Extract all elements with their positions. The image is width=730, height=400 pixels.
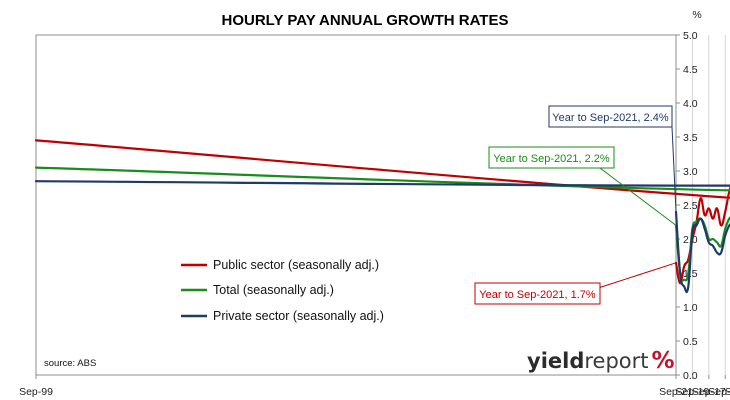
callout-private-label: Year to Sep-2021, 2.4%	[552, 112, 669, 124]
callout-public-leader	[591, 262, 677, 291]
y-tick-label: 1.0	[683, 302, 698, 314]
grid	[691, 35, 726, 375]
callout-total-leader	[599, 167, 677, 226]
y-tick-label: 4.5	[683, 64, 698, 76]
legend-label-public: Public sector (seasonally adj.)	[213, 258, 379, 272]
y-tick-label: 0.0	[683, 370, 698, 382]
yieldreport-logo: yieldreport%	[527, 348, 675, 374]
callout-total-label: Year to Sep-2021, 2.2%	[493, 153, 610, 165]
legend-label-total: Total (seasonally adj.)	[213, 283, 334, 297]
legend-label-private: Private sector (seasonally adj.)	[213, 309, 384, 323]
x-tick-label: Sep-19	[675, 386, 709, 398]
y-tick-label: 4.0	[683, 98, 698, 110]
callouts: Year to Sep-2021, 2.4% Year to Sep-2021, …	[474, 105, 677, 305]
logo-part-percent: %	[652, 348, 675, 374]
callout-private-leader	[671, 126, 677, 212]
x-tick-label: Sep-15	[708, 386, 730, 398]
series-lines	[34, 139, 730, 294]
chart-title: HOURLY PAY ANNUAL GROWTH RATES	[222, 12, 509, 29]
y-tick-label: 0.5	[683, 336, 698, 348]
callout-public-label: Year to Sep-2021, 1.7%	[479, 289, 596, 301]
source-note: source: ABS	[44, 358, 96, 369]
series-line-total	[34, 166, 730, 282]
y-tick-label: 2.5	[683, 200, 698, 212]
y-tick-label: 3.5	[683, 132, 698, 144]
x-tick-label: Sep-21	[659, 386, 693, 398]
callout-public-box	[474, 282, 601, 305]
logo-part-report: report	[584, 349, 648, 373]
y-axis-unit: %	[692, 9, 701, 21]
series-line-private	[34, 180, 730, 294]
x-tick-label: Sep-13	[725, 386, 730, 398]
y-tick-label: 3.0	[683, 166, 698, 178]
callout-private-box	[548, 105, 673, 128]
logo-part-yield: yield	[527, 349, 584, 373]
series-line-public	[34, 139, 730, 285]
x-axis-ticks: Sep-99Sep-01Sep-03Sep-05Sep-07Sep-09Sep-…	[19, 375, 730, 398]
x-tick-label: Sep-99	[19, 386, 53, 398]
y-tick-label: 5.0	[683, 30, 698, 42]
x-tick-label: Sep-17	[692, 386, 726, 398]
legend: Public sector (seasonally adj.) Total (s…	[181, 258, 384, 323]
callout-total-box	[488, 146, 615, 169]
